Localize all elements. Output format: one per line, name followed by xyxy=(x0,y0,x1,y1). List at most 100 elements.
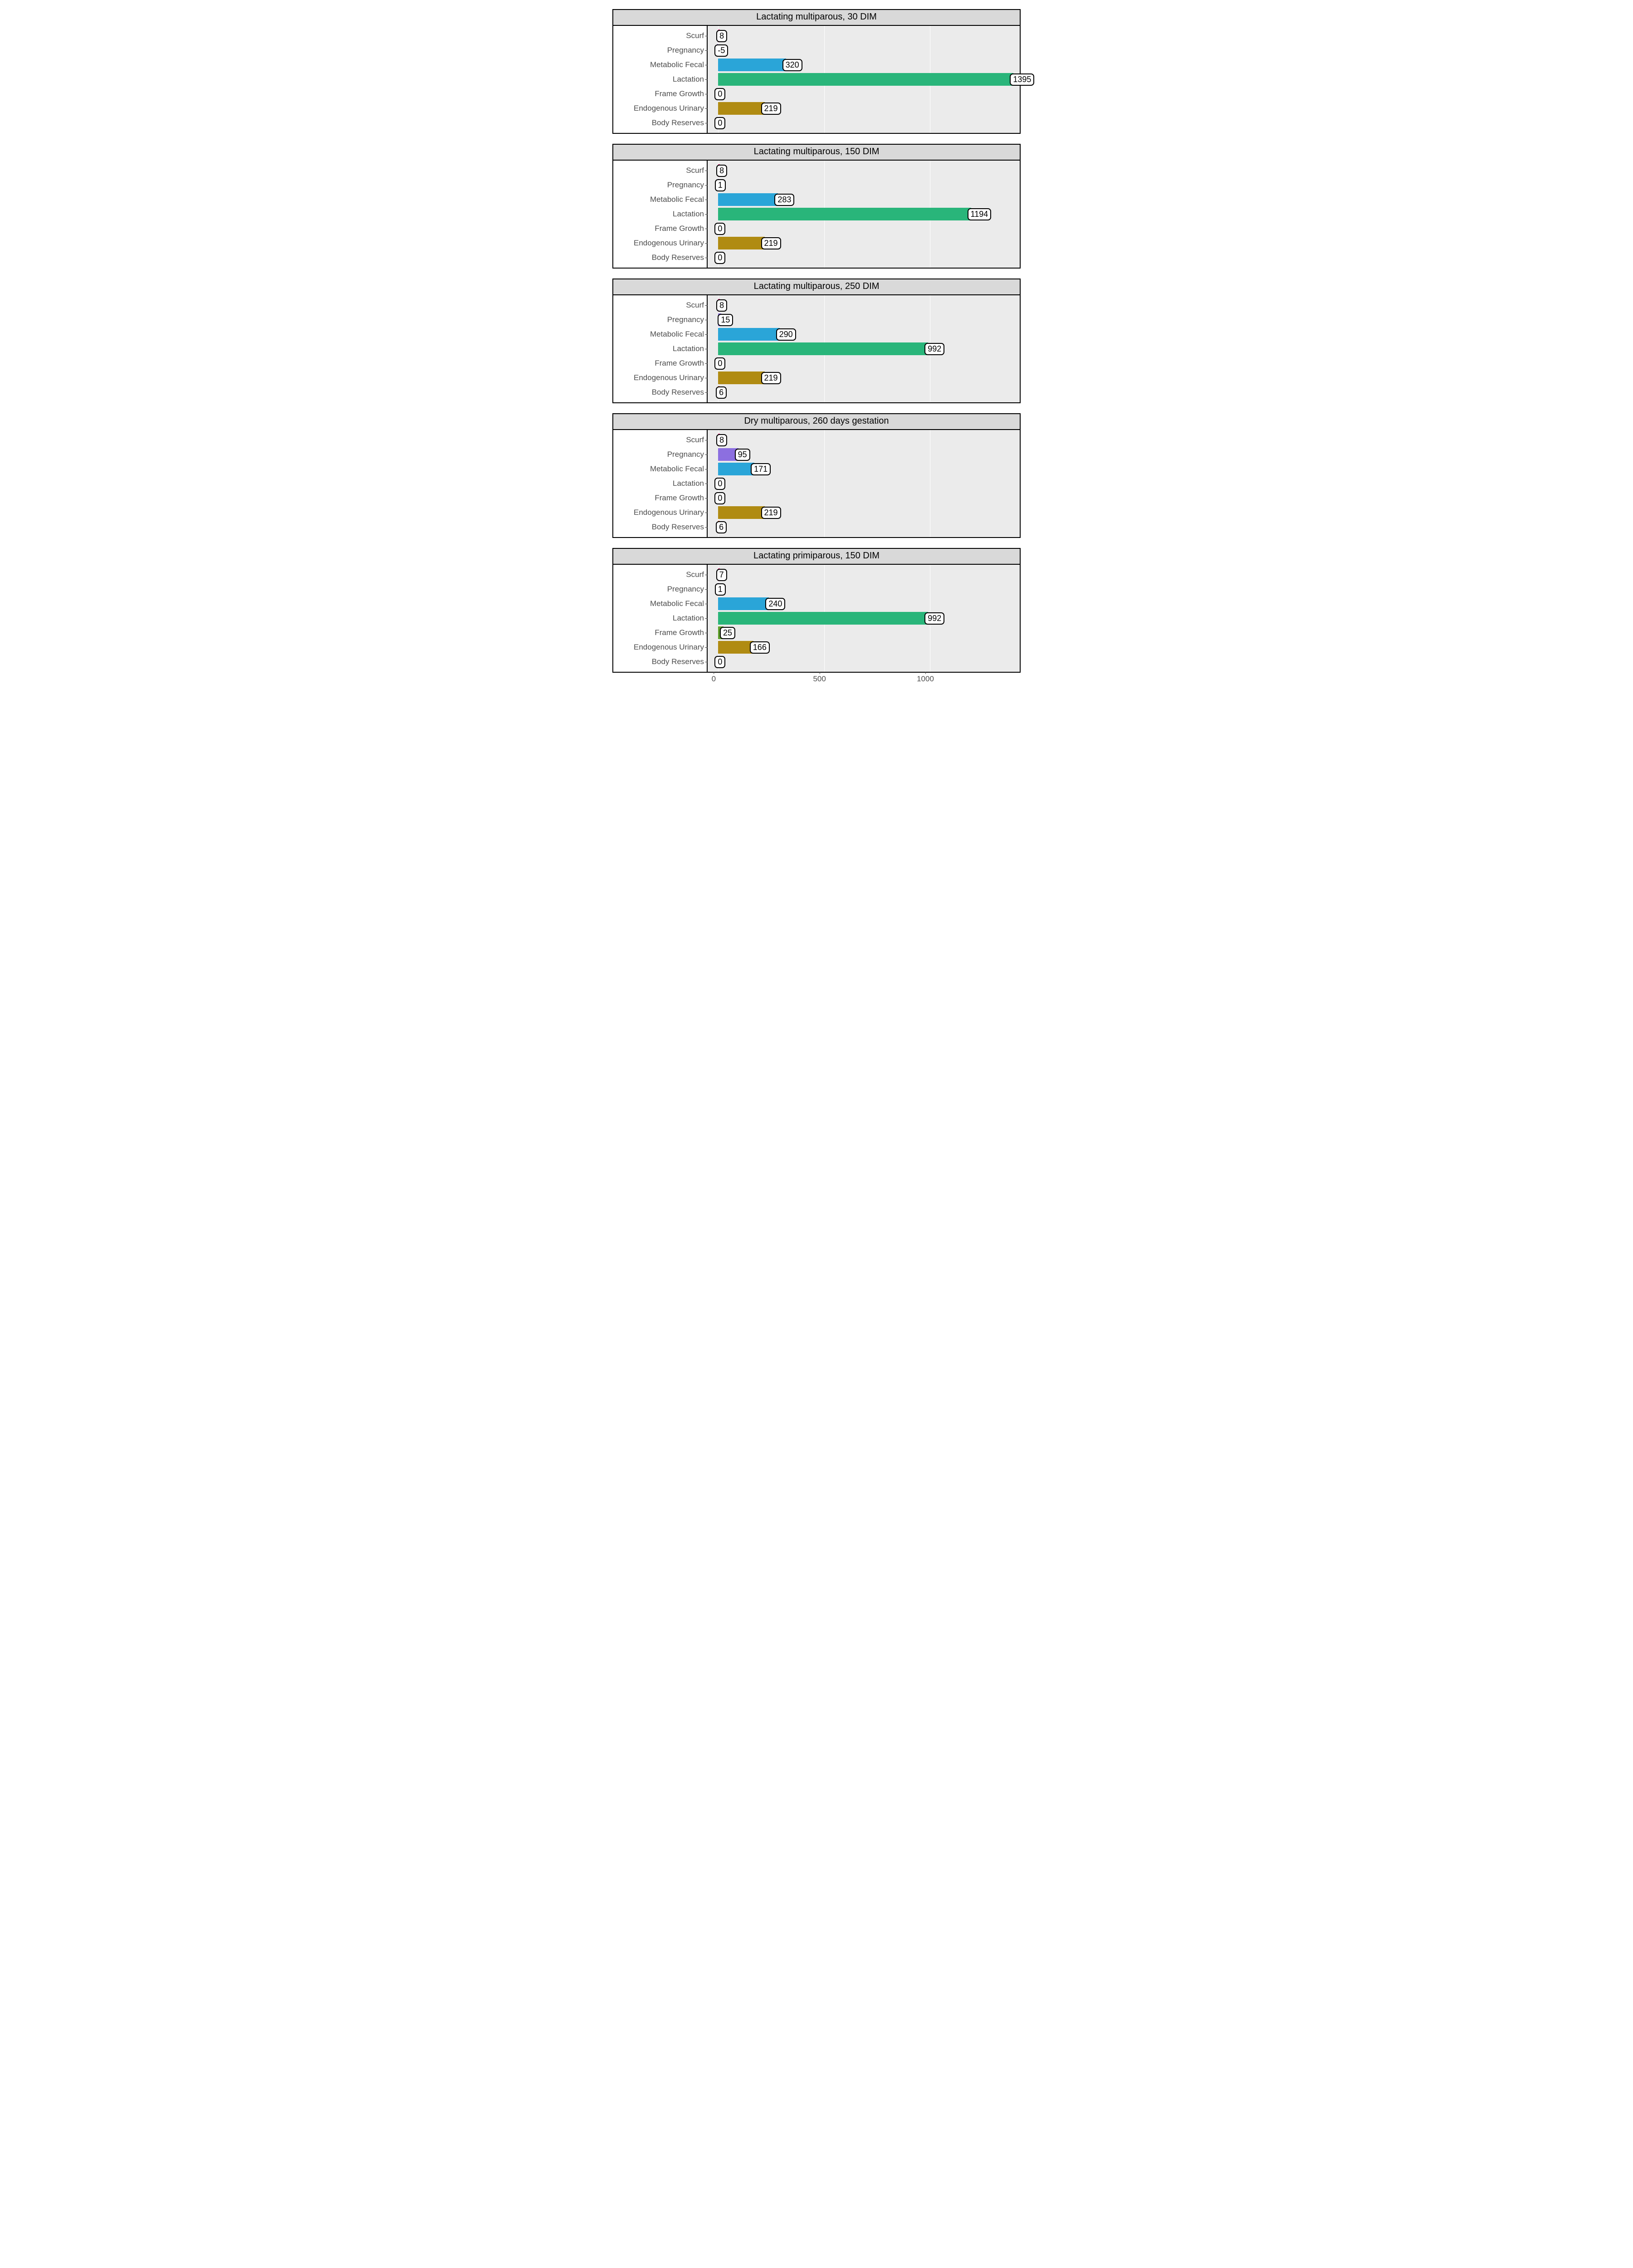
value-label: 95 xyxy=(735,449,750,461)
y-axis: ScurfPregnancyMetabolic FecalLactationFr… xyxy=(613,565,708,672)
bar-row: 0 xyxy=(708,491,1020,505)
y-axis-label: Metabolic Fecal xyxy=(650,58,704,72)
x-axis-tick: 1000 xyxy=(917,675,934,684)
y-axis-label: Frame Growth xyxy=(655,626,704,640)
y-axis-label: Pregnancy xyxy=(667,178,704,192)
value-label: 1 xyxy=(715,583,726,596)
bar-row: 320 xyxy=(708,58,1020,72)
y-axis: ScurfPregnancyMetabolic FecalLactationFr… xyxy=(613,295,708,402)
y-axis-label: Lactation xyxy=(673,476,704,491)
y-axis-label: Metabolic Fecal xyxy=(650,327,704,342)
y-axis-label: Lactation xyxy=(673,342,704,356)
chart-panel: Lactating multiparous, 30 DIMScurfPregna… xyxy=(612,9,1021,134)
value-label: 15 xyxy=(718,314,733,326)
bar-row: 8 xyxy=(708,298,1020,313)
bar-row: 1194 xyxy=(708,207,1020,221)
value-label: 283 xyxy=(774,194,794,206)
bar-row: 171 xyxy=(708,462,1020,476)
y-axis-label: Lactation xyxy=(673,207,704,221)
value-label: 240 xyxy=(765,598,785,610)
bar-row: 992 xyxy=(708,611,1020,626)
y-axis-label: Body Reserves xyxy=(652,385,704,400)
y-axis-label: Pregnancy xyxy=(667,447,704,462)
y-axis-label: Frame Growth xyxy=(655,356,704,371)
y-axis-label: Scurf xyxy=(686,433,704,447)
bar-row: 219 xyxy=(708,371,1020,385)
y-axis-label: Metabolic Fecal xyxy=(650,596,704,611)
bar xyxy=(718,506,764,519)
facet-grid: Lactating multiparous, 30 DIMScurfPregna… xyxy=(612,9,1021,684)
chart-panel: Lactating primiparous, 150 DIMScurfPregn… xyxy=(612,548,1021,673)
value-label: 8 xyxy=(716,434,727,446)
value-label: 1 xyxy=(715,179,726,191)
bar xyxy=(718,208,971,220)
plot-area: 71240992251660 xyxy=(708,565,1020,672)
bar-row: 219 xyxy=(708,505,1020,520)
bar-row: 15 xyxy=(708,313,1020,327)
value-label: 992 xyxy=(924,343,944,355)
plot-area: 895171002196 xyxy=(708,430,1020,537)
value-label: 166 xyxy=(750,641,770,654)
bar-row: 8 xyxy=(708,29,1020,43)
panel-title: Lactating multiparous, 250 DIM xyxy=(613,279,1020,295)
y-axis-label: Pregnancy xyxy=(667,582,704,596)
bar xyxy=(718,597,769,610)
bar-row: 219 xyxy=(708,236,1020,250)
y-axis-label: Lactation xyxy=(673,72,704,87)
bar xyxy=(718,59,786,71)
chart-panel: Lactating multiparous, 250 DIMScurfPregn… xyxy=(612,279,1021,403)
bar xyxy=(718,463,754,475)
bar-row: 95 xyxy=(708,447,1020,462)
value-label: 320 xyxy=(782,59,802,71)
bar-row: 1395 xyxy=(708,72,1020,87)
bar-row: 1 xyxy=(708,178,1020,192)
panel-title: Dry multiparous, 260 days gestation xyxy=(613,414,1020,430)
bar xyxy=(718,193,778,206)
value-label: -5 xyxy=(714,44,728,57)
y-axis-label: Scurf xyxy=(686,29,704,43)
plot-area: 81283119402190 xyxy=(708,161,1020,268)
bar-row: 0 xyxy=(708,356,1020,371)
bar-row: -5 xyxy=(708,43,1020,58)
panel-title: Lactating multiparous, 30 DIM xyxy=(613,10,1020,26)
value-label: 8 xyxy=(716,30,727,42)
y-axis-label: Frame Growth xyxy=(655,221,704,236)
value-label: 7 xyxy=(716,569,727,581)
chart-panel: Dry multiparous, 260 days gestation Scurf… xyxy=(612,413,1021,538)
bar-row: 0 xyxy=(708,116,1020,130)
y-axis-label: Endogenous Urinary xyxy=(634,371,704,385)
bar xyxy=(718,102,764,115)
value-label: 219 xyxy=(761,507,781,519)
y-axis-label: Scurf xyxy=(686,567,704,582)
y-axis-label: Pregnancy xyxy=(667,313,704,327)
bar-row: 0 xyxy=(708,87,1020,101)
bar-row: 166 xyxy=(708,640,1020,655)
bar-row: 25 xyxy=(708,626,1020,640)
y-axis-label: Metabolic Fecal xyxy=(650,192,704,207)
y-axis-label: Body Reserves xyxy=(652,250,704,265)
bar xyxy=(718,328,779,341)
y-axis: ScurfPregnancyMetabolic FecalLactationFr… xyxy=(613,26,708,133)
y-axis-label: Frame Growth xyxy=(655,491,704,505)
y-axis: ScurfPregnancyMetabolic FecalLactationFr… xyxy=(613,161,708,268)
bar-row: 7 xyxy=(708,567,1020,582)
y-axis-label: Endogenous Urinary xyxy=(634,236,704,250)
y-axis-label: Frame Growth xyxy=(655,87,704,101)
bar xyxy=(718,612,928,625)
value-label: 219 xyxy=(761,103,781,115)
x-axis-tick: 0 xyxy=(712,675,716,684)
y-axis-label: Pregnancy xyxy=(667,43,704,58)
bar xyxy=(718,237,764,249)
bar-row: 1 xyxy=(708,582,1020,596)
value-label: 1395 xyxy=(1010,73,1034,86)
bar-row: 992 xyxy=(708,342,1020,356)
value-label: 6 xyxy=(716,386,727,399)
value-label: 8 xyxy=(716,165,727,177)
bar-row: 0 xyxy=(708,221,1020,236)
value-label: 0 xyxy=(714,223,725,235)
value-label: 1194 xyxy=(968,208,992,220)
y-axis-label: Scurf xyxy=(686,298,704,313)
y-axis-label: Endogenous Urinary xyxy=(634,640,704,655)
bar-row: 283 xyxy=(708,192,1020,207)
value-label: 219 xyxy=(761,372,781,384)
